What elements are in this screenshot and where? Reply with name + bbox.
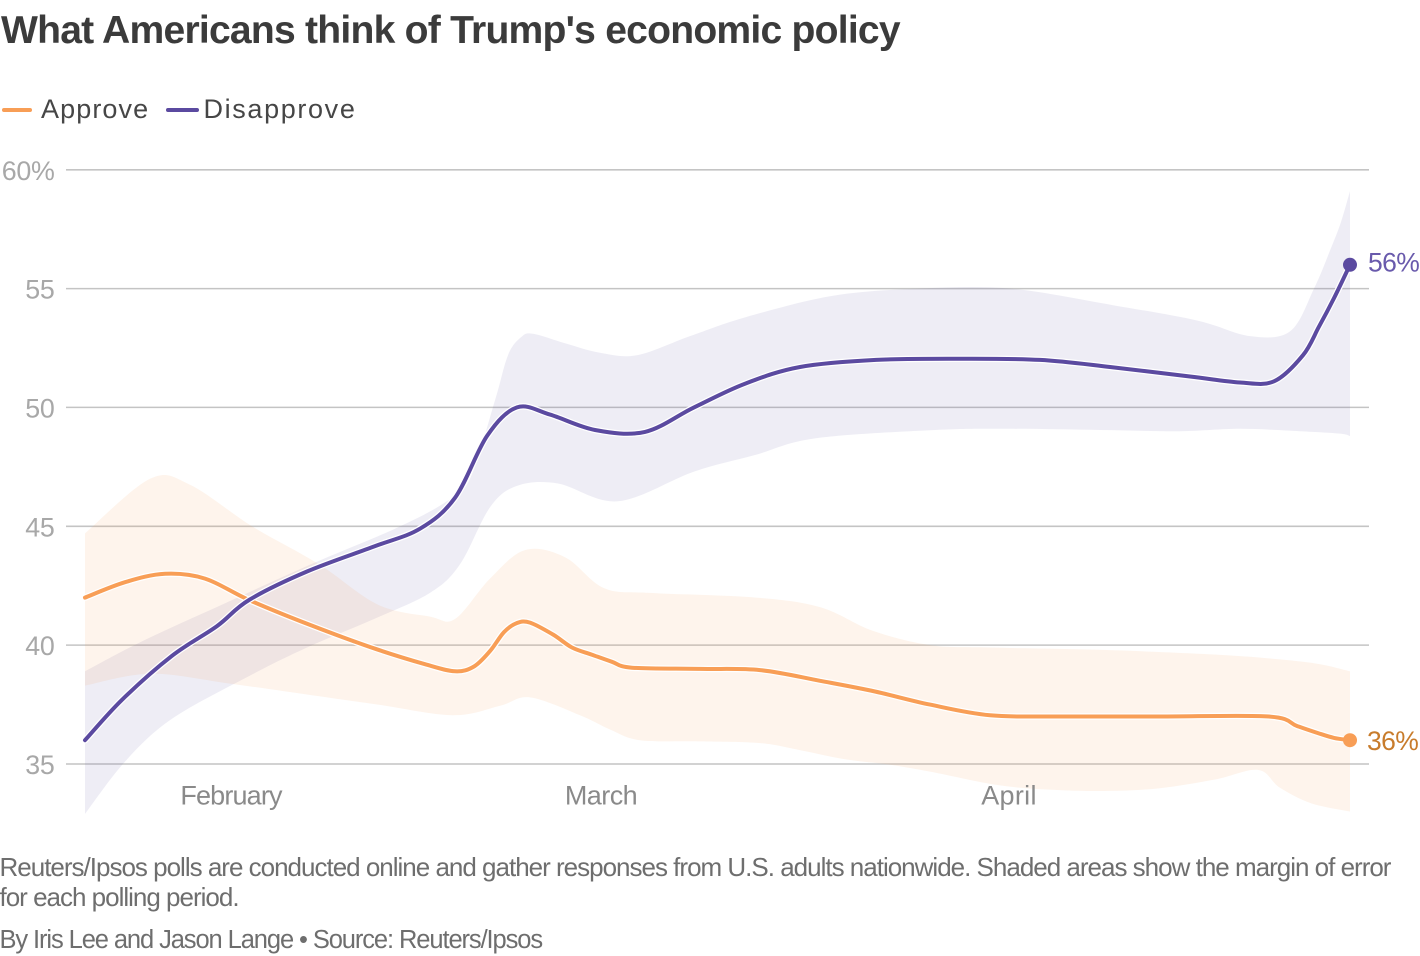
- svg-text:36%: 36%: [1367, 726, 1418, 756]
- svg-text:55: 55: [25, 275, 54, 305]
- svg-text:40: 40: [25, 631, 54, 661]
- svg-text:45: 45: [25, 512, 54, 542]
- svg-text:50: 50: [25, 393, 54, 423]
- svg-text:March: March: [565, 781, 637, 811]
- svg-text:April: April: [981, 781, 1037, 811]
- svg-text:56%: 56%: [1368, 248, 1419, 278]
- svg-text:35: 35: [25, 750, 54, 780]
- svg-text:February: February: [180, 781, 283, 811]
- svg-text:60%: 60%: [2, 156, 55, 186]
